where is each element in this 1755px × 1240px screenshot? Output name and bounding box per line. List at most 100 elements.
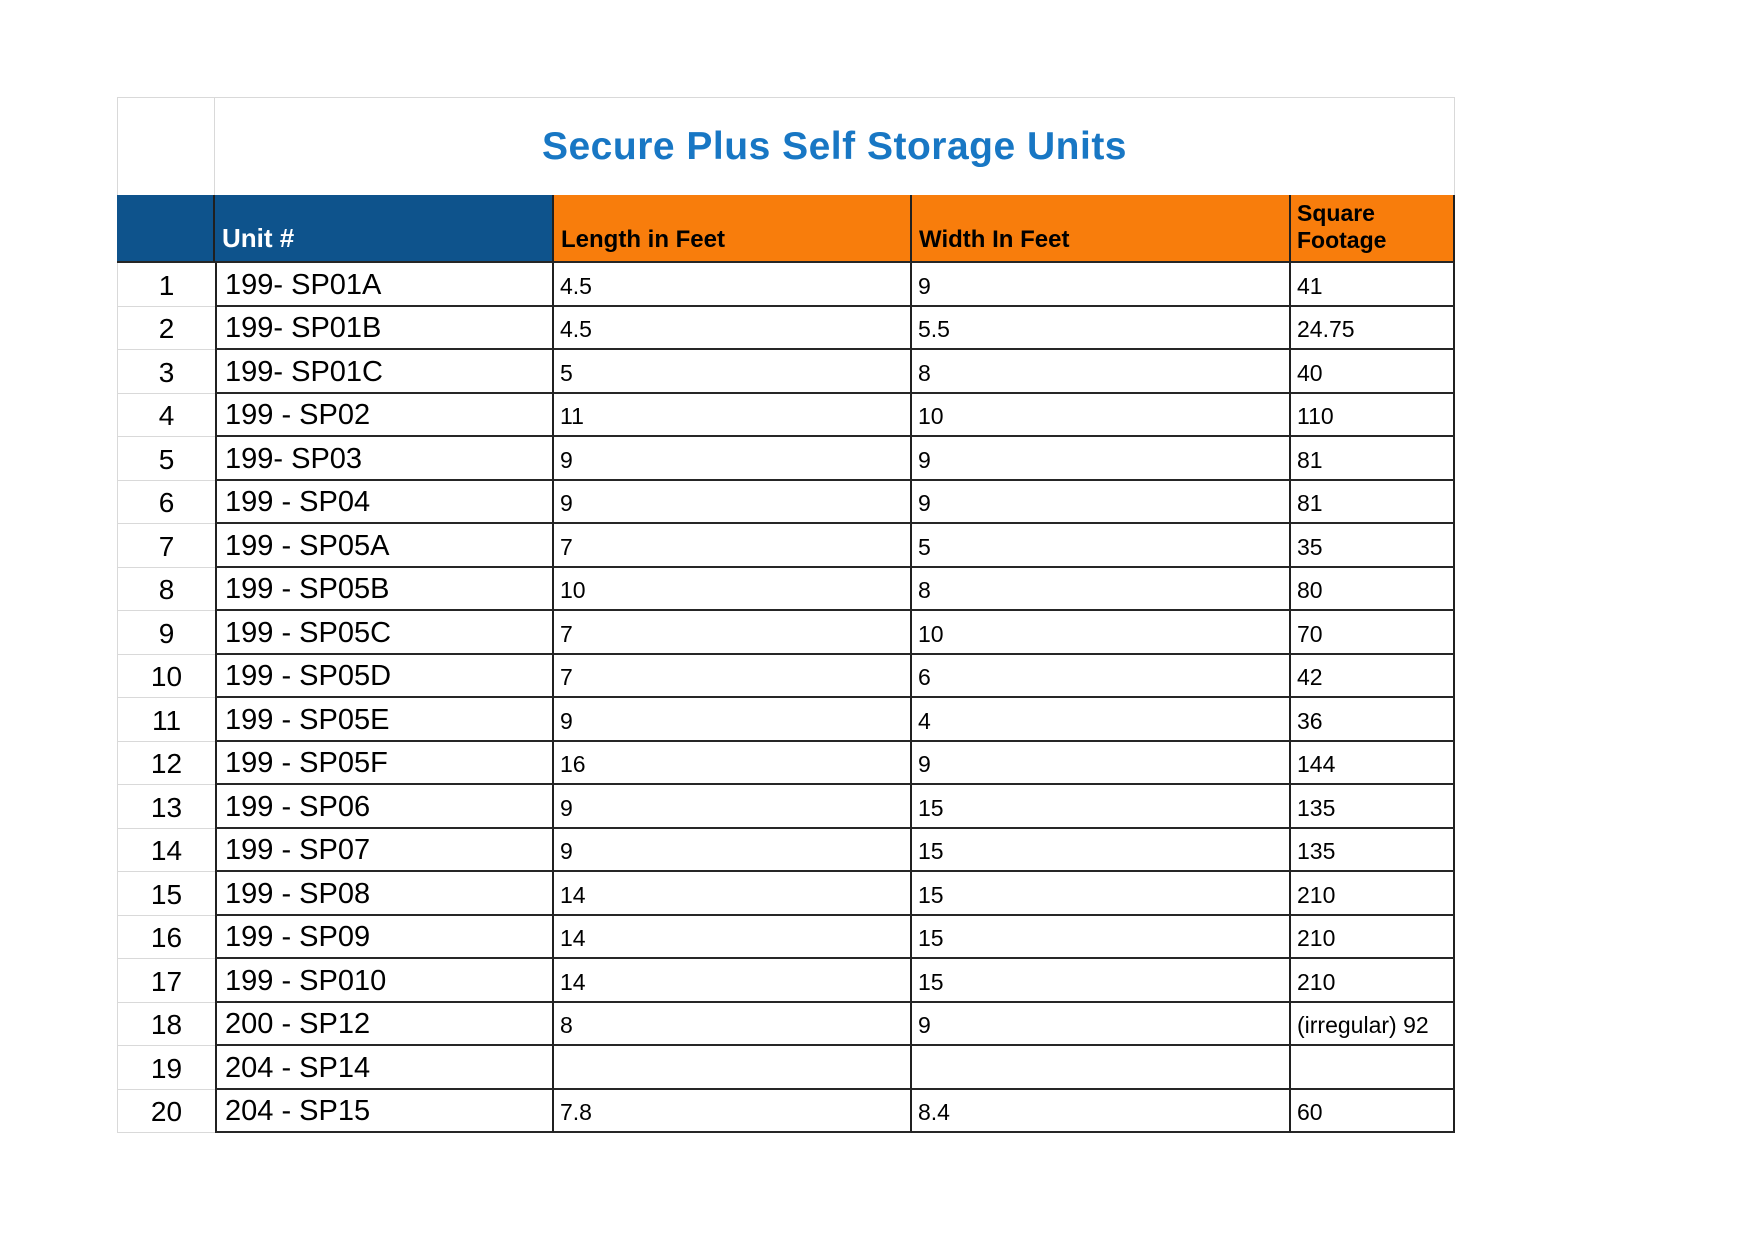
length-cell[interactable]: 7 (554, 654, 912, 698)
row-number-cell[interactable]: 3 (117, 350, 215, 394)
row-number-cell[interactable]: 17 (117, 959, 215, 1003)
sqft-cell[interactable]: 36 (1291, 698, 1455, 742)
row-number-cell[interactable]: 15 (117, 872, 215, 916)
unit-cell[interactable]: 204 - SP15 (215, 1089, 554, 1133)
column-header-length[interactable]: Length in Feet (554, 195, 912, 263)
row-number-cell[interactable]: 10 (117, 654, 215, 698)
sqft-cell[interactable]: 135 (1291, 828, 1455, 872)
row-number-cell[interactable]: 1 (117, 263, 215, 307)
row-number-cell[interactable]: 9 (117, 611, 215, 655)
width-cell[interactable]: 9 (912, 437, 1291, 481)
sqft-cell[interactable]: 110 (1291, 393, 1455, 437)
length-cell[interactable]: 14 (554, 959, 912, 1003)
width-cell[interactable]: 9 (912, 1002, 1291, 1046)
sqft-cell[interactable]: 81 (1291, 480, 1455, 524)
width-cell[interactable]: 5.5 (912, 306, 1291, 350)
sqft-cell[interactable]: 35 (1291, 524, 1455, 568)
length-cell[interactable]: 8 (554, 1002, 912, 1046)
length-cell[interactable]: 4.5 (554, 306, 912, 350)
width-cell[interactable] (912, 1046, 1291, 1090)
sqft-cell[interactable]: (irregular) 92 (1291, 1002, 1455, 1046)
length-cell[interactable]: 14 (554, 915, 912, 959)
width-cell[interactable]: 15 (912, 872, 1291, 916)
sqft-cell[interactable]: 144 (1291, 741, 1455, 785)
column-header-unit[interactable]: Unit # (215, 195, 554, 263)
unit-cell[interactable]: 199 - SP02 (215, 393, 554, 437)
sqft-cell[interactable]: 135 (1291, 785, 1455, 829)
unit-cell[interactable]: 199- SP01A (215, 263, 554, 307)
unit-cell[interactable]: 199 - SP05A (215, 524, 554, 568)
length-cell[interactable]: 9 (554, 437, 912, 481)
length-cell[interactable]: 7 (554, 524, 912, 568)
unit-cell[interactable]: 199 - SP08 (215, 872, 554, 916)
unit-cell[interactable]: 199 - SP05D (215, 654, 554, 698)
length-cell[interactable]: 4.5 (554, 263, 912, 307)
row-number-cell[interactable]: 6 (117, 480, 215, 524)
length-cell[interactable]: 7.8 (554, 1089, 912, 1133)
width-cell[interactable]: 10 (912, 393, 1291, 437)
width-cell[interactable]: 9 (912, 480, 1291, 524)
width-cell[interactable]: 15 (912, 785, 1291, 829)
sqft-cell[interactable]: 40 (1291, 350, 1455, 394)
width-cell[interactable]: 5 (912, 524, 1291, 568)
unit-cell[interactable]: 199 - SP05E (215, 698, 554, 742)
row-number-cell[interactable]: 19 (117, 1046, 215, 1090)
length-cell[interactable]: 10 (554, 567, 912, 611)
sqft-cell[interactable]: 80 (1291, 567, 1455, 611)
row-number-cell[interactable]: 5 (117, 437, 215, 481)
row-number-cell[interactable]: 13 (117, 785, 215, 829)
width-cell[interactable]: 10 (912, 611, 1291, 655)
row-number-cell[interactable]: 11 (117, 698, 215, 742)
sqft-cell[interactable] (1291, 1046, 1455, 1090)
row-number-cell[interactable]: 14 (117, 828, 215, 872)
width-cell[interactable]: 9 (912, 263, 1291, 307)
length-cell[interactable]: 9 (554, 480, 912, 524)
width-cell[interactable]: 6 (912, 654, 1291, 698)
width-cell[interactable]: 8 (912, 567, 1291, 611)
row-number-cell[interactable]: 12 (117, 741, 215, 785)
row-number-cell[interactable]: 8 (117, 567, 215, 611)
unit-cell[interactable]: 199 - SP04 (215, 480, 554, 524)
column-header-sqft[interactable]: Square Footage (1291, 195, 1455, 263)
length-cell[interactable]: 16 (554, 741, 912, 785)
unit-cell[interactable]: 204 - SP14 (215, 1046, 554, 1090)
unit-cell[interactable]: 199- SP01B (215, 306, 554, 350)
length-cell[interactable]: 9 (554, 785, 912, 829)
sqft-cell[interactable]: 81 (1291, 437, 1455, 481)
length-cell[interactable]: 14 (554, 872, 912, 916)
unit-cell[interactable]: 199- SP03 (215, 437, 554, 481)
sqft-cell[interactable]: 60 (1291, 1089, 1455, 1133)
unit-cell[interactable]: 199 - SP010 (215, 959, 554, 1003)
unit-cell[interactable]: 199 - SP05B (215, 567, 554, 611)
unit-cell[interactable]: 199 - SP05C (215, 611, 554, 655)
sqft-cell[interactable]: 41 (1291, 263, 1455, 307)
sqft-cell[interactable]: 70 (1291, 611, 1455, 655)
column-header-width[interactable]: Width In Feet (912, 195, 1291, 263)
width-cell[interactable]: 8 (912, 350, 1291, 394)
unit-cell[interactable]: 199 - SP09 (215, 915, 554, 959)
length-cell[interactable]: 9 (554, 828, 912, 872)
unit-cell[interactable]: 200 - SP12 (215, 1002, 554, 1046)
unit-cell[interactable]: 199 - SP05F (215, 741, 554, 785)
width-cell[interactable]: 15 (912, 959, 1291, 1003)
unit-cell[interactable]: 199 - SP06 (215, 785, 554, 829)
unit-cell[interactable]: 199- SP01C (215, 350, 554, 394)
width-cell[interactable]: 9 (912, 741, 1291, 785)
sqft-cell[interactable]: 210 (1291, 915, 1455, 959)
length-cell[interactable] (554, 1046, 912, 1090)
unit-cell[interactable]: 199 - SP07 (215, 828, 554, 872)
row-number-cell[interactable]: 4 (117, 393, 215, 437)
row-number-cell[interactable]: 2 (117, 306, 215, 350)
row-number-cell[interactable]: 7 (117, 524, 215, 568)
length-cell[interactable]: 5 (554, 350, 912, 394)
sqft-cell[interactable]: 24.75 (1291, 306, 1455, 350)
sqft-cell[interactable]: 210 (1291, 872, 1455, 916)
width-cell[interactable]: 15 (912, 828, 1291, 872)
sqft-cell[interactable]: 210 (1291, 959, 1455, 1003)
row-number-cell[interactable]: 18 (117, 1002, 215, 1046)
row-number-cell[interactable]: 20 (117, 1089, 215, 1133)
length-cell[interactable]: 9 (554, 698, 912, 742)
row-number-header-cell[interactable] (117, 195, 215, 263)
width-cell[interactable]: 8.4 (912, 1089, 1291, 1133)
length-cell[interactable]: 11 (554, 393, 912, 437)
